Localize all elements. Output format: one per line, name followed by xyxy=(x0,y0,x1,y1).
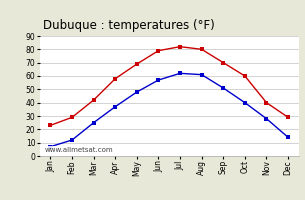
Text: Dubuque : temperatures (°F): Dubuque : temperatures (°F) xyxy=(43,19,214,32)
Text: www.allmetsat.com: www.allmetsat.com xyxy=(45,147,113,153)
